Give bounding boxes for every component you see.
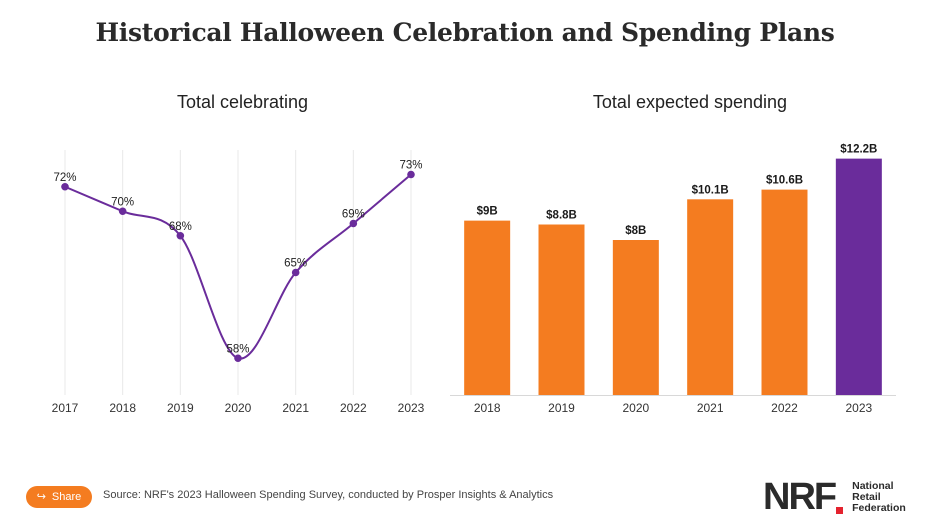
bar-label-2021: $10.1B	[692, 184, 729, 196]
line-x-tick-2020: 2020	[225, 401, 252, 415]
source-note: Source: NRF's 2023 Halloween Spending Su…	[103, 489, 554, 501]
line-x-tick-2018: 2018	[109, 401, 136, 415]
line-x-tick-2019: 2019	[167, 401, 194, 415]
logo-line-federation: Federation	[852, 501, 906, 514]
bar-label-2023: $12.2B	[840, 144, 877, 156]
line-label-2021: 65%	[284, 258, 307, 270]
bar-2022	[761, 189, 808, 395]
logo-dot-icon	[836, 506, 844, 514]
bar-x-tick-2018: 2018	[474, 401, 501, 415]
line-x-tick-2021: 2021	[282, 401, 309, 415]
bar-label-2022: $10.6B	[766, 175, 803, 187]
bar-x-tick-2022: 2022	[771, 401, 798, 415]
logo-text: National Retail Federation	[852, 479, 906, 514]
line-point-2019	[176, 231, 185, 240]
line-label-2017: 72%	[53, 172, 76, 184]
bar-x-tick-2023: 2023	[845, 401, 872, 415]
bar-x-tick-2020: 2020	[622, 401, 649, 415]
share-label: Share	[51, 491, 82, 503]
line-point-2018	[118, 207, 127, 216]
line-point-2023	[407, 170, 415, 179]
line-chart: 2017 2018 2019 2020 2021 2022 2023 72% 70% 68% 58%…	[52, 150, 425, 415]
bar-2018	[464, 220, 511, 395]
line-chart-subtitle: Total celebrating	[176, 92, 309, 112]
line-point-2017	[61, 182, 69, 191]
bar-label-2018: $9B	[477, 206, 498, 218]
line-label-2023: 73%	[399, 160, 422, 172]
logo-line-retail: Retail	[852, 490, 881, 503]
nrf-logo: NRF National Retail Federation	[763, 478, 906, 516]
bar-chart: $9B 2018 $8.8B 2019 $8B 2020 $10.1B 2021 $10.6B 2…	[450, 144, 896, 415]
line-point-2020	[234, 354, 242, 363]
line-label-2018: 70%	[111, 196, 134, 208]
line-x-tick-2022: 2022	[340, 401, 367, 415]
bar-2019	[538, 224, 585, 395]
bar-2021	[687, 199, 734, 395]
logo-mark: NRF	[763, 476, 837, 518]
bar-chart-subtitle: Total expected spending	[592, 92, 788, 112]
share-icon: ↪	[36, 490, 46, 503]
line-label-2020: 58%	[226, 343, 249, 355]
bar-x-tick-2019: 2019	[548, 401, 575, 415]
bar-label-2019: $8.8B	[546, 210, 577, 222]
logo-line-national: National	[852, 479, 894, 492]
bar-2020	[612, 240, 659, 395]
line-x-tick-2023: 2023	[398, 401, 425, 415]
line-x-tick-2017: 2017	[52, 401, 79, 415]
line-label-2019: 68%	[169, 221, 192, 233]
line-point-2022	[349, 219, 358, 228]
bar-x-tick-2021: 2021	[697, 401, 724, 415]
share-button[interactable]: ↪ Share	[26, 486, 92, 508]
line-point-2021	[291, 268, 300, 277]
bar-label-2020: $8B	[625, 225, 646, 237]
line-label-2022: 69%	[342, 209, 365, 221]
chart-title: Historical Halloween Celebration and Spe…	[95, 18, 835, 47]
bar-2023	[835, 158, 882, 395]
